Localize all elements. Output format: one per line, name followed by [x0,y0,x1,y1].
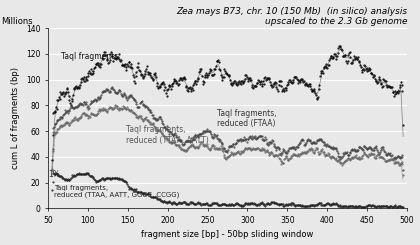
Text: TaqI fragments,
reduced (FTAA): TaqI fragments, reduced (FTAA) [217,109,277,128]
Text: 1%: 1% [49,170,60,179]
Text: TaqI fragments: TaqI fragments [61,52,119,61]
Text: TaqI fragments,
reduced (TTAA, AATT, GGCC, CCGG): TaqI fragments, reduced (TTAA, AATT, GGC… [54,185,180,198]
Y-axis label: cum L of fragments (bp): cum L of fragments (bp) [11,67,20,169]
X-axis label: fragment size [bp] - 50bp sliding window: fragment size [bp] - 50bp sliding window [141,231,314,239]
Text: Zea mays B73, chr. 10 (150 Mb)  (in silico) analysis
upscaled to the 2.3 Gb geno: Zea mays B73, chr. 10 (150 Mb) (in silic… [176,7,407,26]
Text: Millions: Millions [1,17,33,26]
Text: TaqI fragments,
reduced (TTAA, AATT): TaqI fragments, reduced (TTAA, AATT) [126,125,209,145]
